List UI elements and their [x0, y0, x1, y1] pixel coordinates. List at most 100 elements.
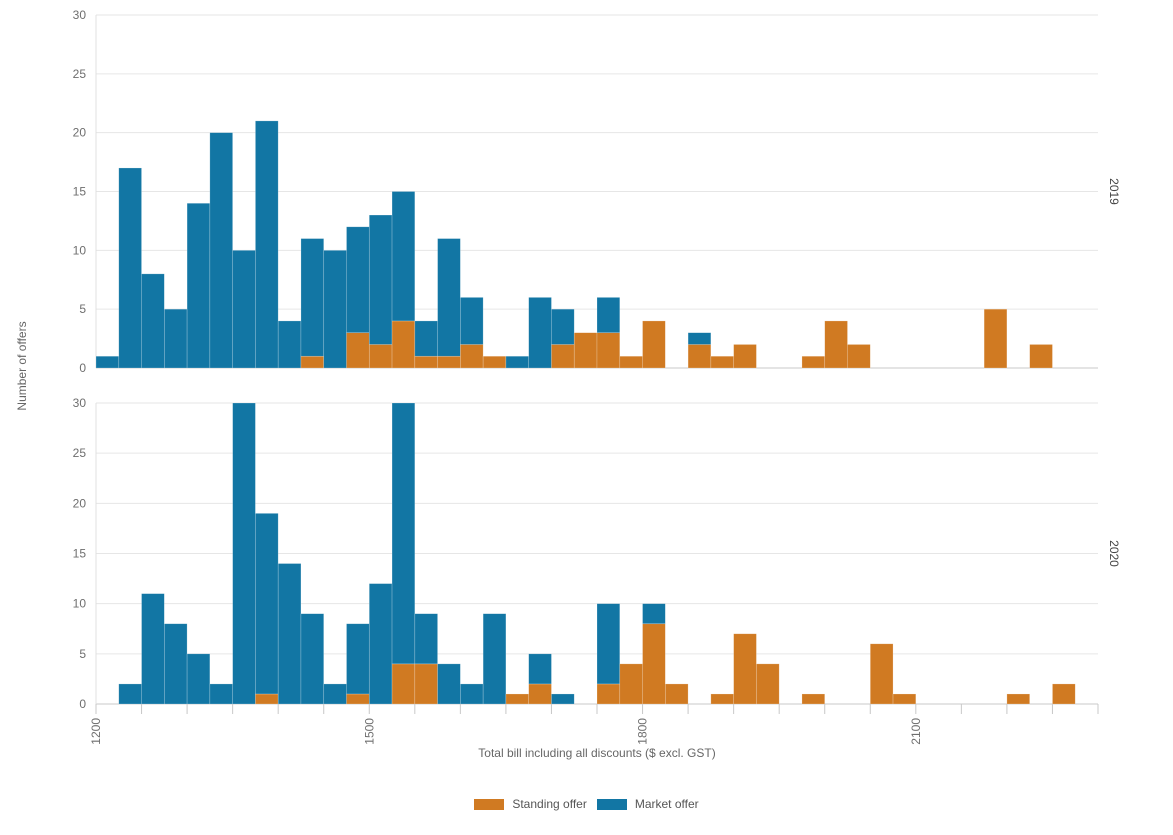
- bar-market: [164, 623, 188, 705]
- bar-market: [551, 693, 575, 705]
- bar-market: [209, 683, 233, 705]
- bar-standing: [528, 683, 552, 705]
- x-tick-label: 2100: [909, 718, 923, 745]
- bar-standing: [391, 320, 416, 369]
- bar-standing: [642, 623, 666, 705]
- bar-market: [460, 297, 484, 345]
- bar-standing: [710, 355, 734, 369]
- legend-item-market[interactable]: Market offer: [596, 797, 699, 811]
- bar-market: [141, 273, 165, 369]
- y-tick-label: 15: [73, 185, 87, 199]
- x-tick-label: 1200: [89, 718, 103, 745]
- legend-label-market: Market offer: [634, 797, 699, 811]
- bar-standing: [733, 633, 757, 705]
- bar-standing: [869, 643, 894, 705]
- bar-market: [209, 132, 233, 369]
- bar-market: [437, 238, 461, 357]
- bar-market: [596, 603, 621, 685]
- y-tick-label: 20: [73, 126, 87, 140]
- bar-standing: [642, 320, 666, 369]
- bar-market: [255, 120, 279, 369]
- bar-market: [255, 513, 279, 695]
- bar-market: [186, 202, 211, 369]
- bar-market: [300, 613, 325, 705]
- bar-standing: [687, 344, 712, 369]
- y-tick-label: 25: [73, 446, 87, 460]
- legend-label-standing: Standing offer: [512, 797, 587, 811]
- bar-market: [642, 603, 666, 625]
- bar-standing: [391, 663, 416, 705]
- bar-market: [687, 332, 712, 345]
- bar-market: [346, 623, 370, 695]
- bar-market: [232, 250, 256, 369]
- bar-market: [277, 320, 302, 369]
- y-tick-label: 30: [73, 8, 87, 22]
- y-tick-label: 10: [73, 243, 87, 257]
- x-tick-label: 1800: [636, 718, 650, 745]
- bar-market: [414, 613, 438, 665]
- y-tick-label: 10: [73, 597, 87, 611]
- bar-market: [323, 250, 347, 369]
- bar-market: [414, 320, 438, 357]
- bar-standing: [756, 663, 780, 705]
- bar-standing: [847, 344, 871, 369]
- bar-market: [164, 308, 188, 369]
- bar-market: [368, 583, 393, 705]
- bar-market: [528, 653, 552, 685]
- y-tick-label: 30: [73, 396, 87, 410]
- facet-label: 2019: [1107, 178, 1121, 205]
- bar-standing: [983, 308, 1008, 369]
- bar-standing: [414, 663, 438, 705]
- y-tick-label: 0: [79, 697, 86, 711]
- y-tick-label: 5: [79, 647, 86, 661]
- bar-market: [482, 613, 507, 705]
- bar-standing: [300, 355, 325, 369]
- bar-standing: [346, 332, 370, 369]
- bar-standing: [1006, 693, 1030, 705]
- y-tick-label: 0: [79, 361, 86, 375]
- bar-standing: [482, 355, 507, 369]
- legend-item-standing[interactable]: Standing offer: [474, 797, 587, 811]
- legend: Standing offer Market offer: [0, 797, 1173, 811]
- bar-market: [528, 297, 552, 369]
- bar-market: [232, 402, 256, 705]
- bar-standing: [824, 320, 848, 369]
- bar-market: [323, 683, 347, 705]
- bar-market: [118, 683, 142, 705]
- bar-standing: [665, 683, 689, 705]
- bar-standing: [460, 344, 484, 369]
- bar-standing: [619, 355, 643, 369]
- legend-swatch-market: [596, 798, 627, 810]
- bar-standing: [414, 355, 438, 369]
- bar-standing: [596, 683, 621, 705]
- legend-swatch-standing: [474, 798, 505, 810]
- bar-market: [551, 308, 575, 345]
- bar-standing: [801, 355, 826, 369]
- bar-standing: [801, 693, 826, 705]
- facet-label: 2020: [1107, 540, 1121, 567]
- bar-market: [368, 214, 393, 345]
- bar-standing: [505, 693, 529, 705]
- bar-market: [186, 653, 211, 705]
- bar-standing: [437, 355, 461, 369]
- bar-market: [437, 663, 461, 705]
- bar-market: [596, 297, 621, 333]
- y-axis-title: Number of offers: [15, 321, 29, 410]
- bar-standing: [733, 344, 757, 369]
- x-axis-title: Total bill including all discounts ($ ex…: [478, 746, 715, 760]
- bar-standing: [255, 693, 279, 705]
- bar-market: [118, 167, 142, 369]
- bar-market: [346, 226, 370, 334]
- bar-standing: [551, 344, 575, 369]
- bar-standing: [573, 332, 598, 369]
- bar-standing: [619, 663, 643, 705]
- y-tick-label: 5: [79, 302, 86, 316]
- bar-standing: [1052, 683, 1076, 705]
- bar-standing: [710, 693, 734, 705]
- bar-standing: [892, 693, 917, 705]
- bar-standing: [346, 693, 370, 705]
- bar-market: [460, 683, 484, 705]
- bar-market: [300, 238, 325, 357]
- y-tick-label: 15: [73, 547, 87, 561]
